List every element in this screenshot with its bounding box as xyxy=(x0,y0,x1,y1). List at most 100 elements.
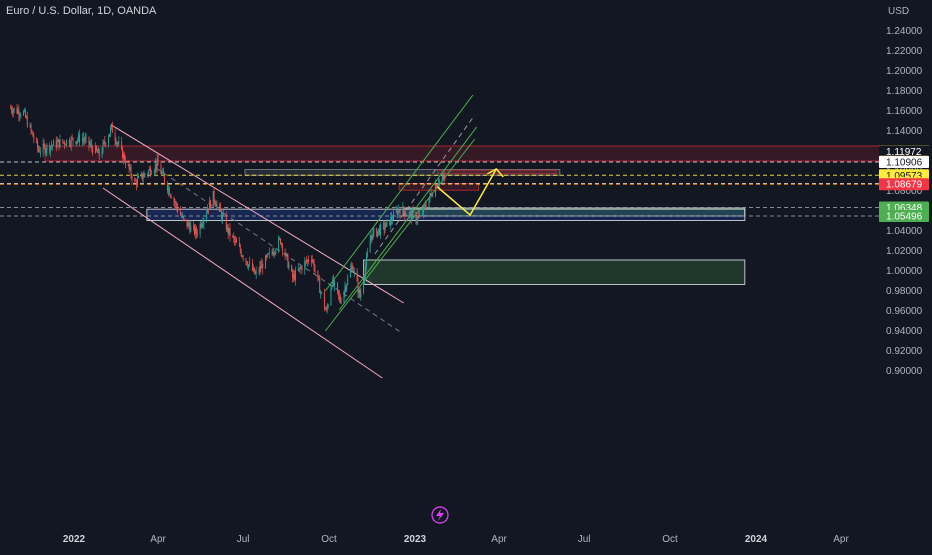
projection-arrowhead xyxy=(486,168,504,178)
candle-body xyxy=(389,220,391,226)
candle-body xyxy=(291,265,293,271)
candle-body xyxy=(248,264,250,267)
lightning-icon[interactable] xyxy=(431,506,449,524)
candle-body xyxy=(280,243,282,245)
candle-body xyxy=(168,188,170,195)
candle-body xyxy=(213,191,215,201)
candle-body xyxy=(444,177,446,180)
candle-body xyxy=(363,279,365,293)
zone-inner-red-zone xyxy=(436,169,557,175)
candle-body xyxy=(266,253,268,257)
candle-body xyxy=(338,294,340,297)
candle-body xyxy=(281,243,283,251)
candle-body xyxy=(91,143,93,149)
candle-body xyxy=(129,167,131,169)
candle-body xyxy=(92,148,94,153)
candle-body xyxy=(304,261,306,271)
candle-body xyxy=(239,246,241,252)
candle-body xyxy=(29,125,31,127)
candle-body xyxy=(339,296,341,303)
candle-body xyxy=(412,210,414,213)
channel-line-2-2 xyxy=(338,126,478,311)
x-tick-label: Apr xyxy=(491,534,507,545)
candle-body xyxy=(181,216,183,217)
candle-body xyxy=(419,214,421,218)
candle-body xyxy=(428,198,430,208)
y-tick-label: 1.16000 xyxy=(886,106,923,117)
candle-body xyxy=(415,212,417,222)
candle-body xyxy=(418,217,420,219)
candle-body xyxy=(123,154,124,159)
candle-body xyxy=(292,270,294,278)
candle-body xyxy=(130,167,132,176)
candle-body xyxy=(383,223,385,230)
candle-body xyxy=(76,141,78,144)
candle-body xyxy=(20,115,22,116)
chart-title: Euro / U.S. Dollar, 1D, OANDA xyxy=(6,5,157,17)
candle-body xyxy=(116,142,118,144)
candle-body xyxy=(95,146,97,151)
candle-body xyxy=(127,164,129,166)
candle-body xyxy=(365,266,366,276)
candle-body xyxy=(32,132,34,137)
candle-body xyxy=(45,150,47,153)
candle-body xyxy=(166,182,168,191)
y-tick-label: 1.18000 xyxy=(886,86,923,97)
candle-body xyxy=(43,143,45,146)
time-axis: 2022 Apr Jul Oct 2023 Apr Jul Oct 2024 Apr xyxy=(63,534,850,545)
x-tick-label: Oct xyxy=(321,534,337,545)
price-label-text: 1.09573 xyxy=(886,171,923,182)
candle-body xyxy=(352,269,354,272)
y-tick-label: 0.94000 xyxy=(886,326,923,337)
candle-body xyxy=(402,206,404,215)
candle-body xyxy=(294,270,296,280)
candle-body xyxy=(164,176,166,183)
candle-body xyxy=(190,225,192,232)
candle-body xyxy=(75,141,77,144)
candle-body xyxy=(154,163,156,171)
candle-body xyxy=(441,178,443,180)
candle-body xyxy=(369,240,371,253)
candle-body xyxy=(333,278,335,286)
candle-body xyxy=(313,261,315,270)
candle-body xyxy=(298,267,300,270)
currency-label: USD xyxy=(888,6,909,17)
price-label-text: 1.10906 xyxy=(886,157,923,168)
lightning-icon-bolt xyxy=(436,509,444,521)
candle-body xyxy=(52,145,53,147)
candle-body xyxy=(203,219,205,224)
candle-body xyxy=(404,211,406,216)
candle-body xyxy=(33,136,35,140)
candle-body xyxy=(321,291,323,293)
candle-body xyxy=(55,140,57,148)
candle-body xyxy=(278,238,280,251)
candle-body xyxy=(195,228,197,234)
y-tick-label: 0.96000 xyxy=(886,306,923,317)
candle-body xyxy=(169,194,171,197)
candle-body xyxy=(173,198,175,202)
candle-body xyxy=(140,173,142,177)
candle-body xyxy=(340,302,342,304)
candle-body xyxy=(177,207,179,212)
candle-body xyxy=(317,270,319,277)
candle-body xyxy=(261,263,263,269)
candle-body xyxy=(422,212,423,215)
candle-body xyxy=(373,228,375,232)
y-tick-label: 1.20000 xyxy=(886,66,923,77)
candle-body xyxy=(71,137,73,139)
candle-body xyxy=(123,154,125,162)
y-tick-label: 1.00000 xyxy=(886,266,923,277)
candle-body xyxy=(56,141,58,148)
candle-body xyxy=(150,168,152,175)
candle-body xyxy=(386,220,388,223)
candle-body xyxy=(77,139,79,142)
candle-body xyxy=(44,145,46,153)
candle-body xyxy=(13,107,15,110)
candle-body xyxy=(391,217,393,221)
candle-body xyxy=(242,256,244,259)
candle-body xyxy=(69,144,71,146)
candle-body xyxy=(137,178,138,186)
candle-body xyxy=(423,205,425,207)
